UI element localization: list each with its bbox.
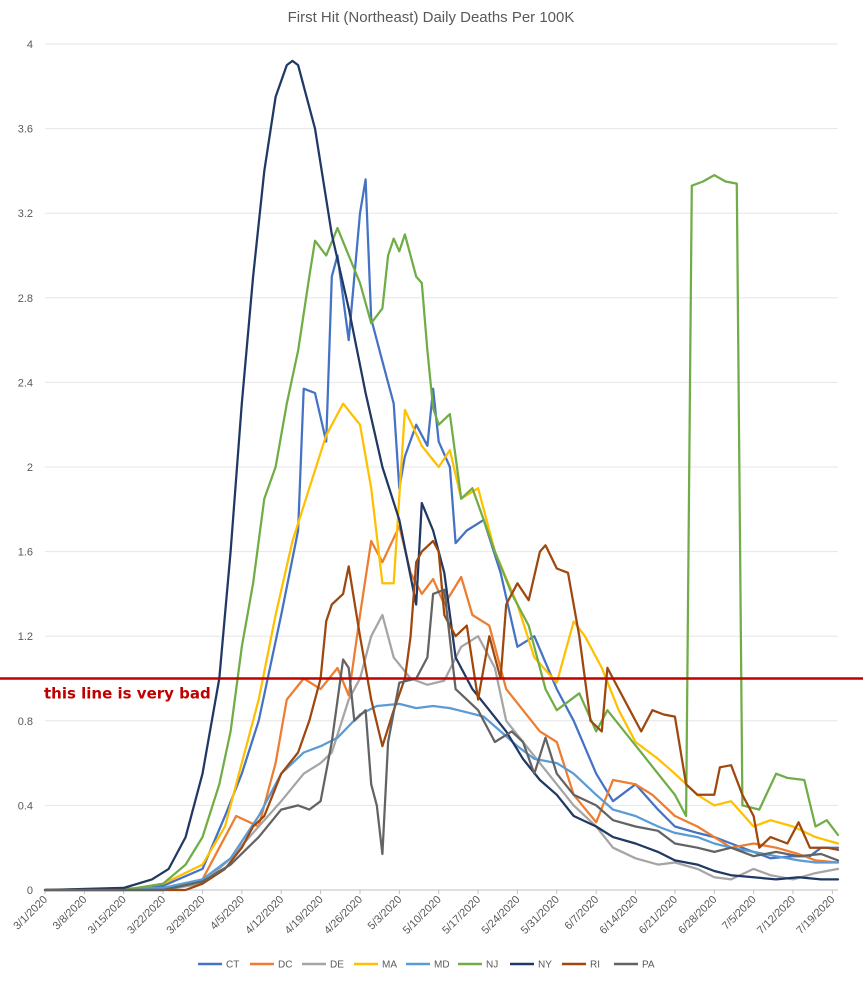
x-tick-label: 6/14/2020	[598, 894, 641, 937]
y-tick-label: 1.2	[18, 631, 33, 643]
y-tick-label: 3.2	[18, 208, 33, 220]
x-tick-label: 5/24/2020	[479, 894, 522, 937]
x-tick-label: 7/19/2020	[794, 894, 837, 937]
legend-label: MD	[434, 960, 450, 971]
y-tick-label: 2	[27, 462, 33, 474]
x-tick-label: 6/7/2020	[563, 894, 602, 933]
x-tick-label: 4/19/2020	[283, 894, 326, 937]
gridlines	[45, 43, 838, 891]
legend-label: MA	[382, 960, 397, 971]
series-line-ct	[43, 178, 840, 892]
x-tick-label: 6/28/2020	[676, 894, 719, 937]
x-tick-label: 7/12/2020	[755, 894, 798, 937]
y-tick-label: 2.4	[18, 377, 33, 389]
reference-line-group: this line is very bad	[0, 677, 863, 703]
legend: CT DC DE MA MD NJ NY RI PA	[198, 960, 655, 971]
y-tick-label: 0.4	[18, 800, 33, 812]
legend-label: NJ	[486, 960, 498, 971]
series-line-dc	[43, 525, 840, 892]
x-tick-label: 6/21/2020	[637, 894, 680, 937]
series-line-ny	[43, 59, 840, 892]
x-tick-label: 3/29/2020	[165, 894, 208, 937]
y-tick-label: 4	[27, 39, 33, 51]
x-axis-ticks: 3/1/2020 3/8/20203/15/20203/22/20203/29/2…	[11, 890, 837, 937]
series-line-de	[43, 613, 840, 892]
x-tick-label: 5/3/2020	[366, 894, 405, 933]
chart-title: First Hit (Northeast) Daily Deaths Per 1…	[288, 9, 575, 26]
y-tick-label: 2.8	[18, 293, 33, 305]
series-line-ma	[43, 402, 840, 892]
series-lines	[43, 59, 840, 892]
x-tick-label: 5/10/2020	[401, 894, 444, 937]
reference-line-label: this line is very bad	[44, 685, 211, 703]
legend-label: DC	[278, 960, 292, 971]
x-tick-label: 4/12/2020	[243, 894, 286, 937]
x-tick-label: 3/22/2020	[125, 894, 168, 937]
x-tick-label: 7/5/2020	[720, 894, 759, 933]
y-tick-label: 3.6	[18, 124, 33, 136]
x-tick-label: 3/15/2020	[86, 894, 129, 937]
series-line-md	[43, 702, 840, 892]
x-tick-label: 3/8/2020	[51, 894, 90, 933]
legend-label: RI	[590, 960, 600, 971]
x-tick-label: 5/31/2020	[519, 894, 562, 937]
x-tick-label: 3/1/2020	[11, 894, 50, 933]
x-tick-label: 5/17/2020	[440, 894, 483, 937]
legend-label: PA	[642, 960, 655, 971]
x-tick-label: 4/26/2020	[322, 894, 365, 937]
x-tick-label: 4/5/2020	[208, 894, 247, 933]
y-tick-label: 1.6	[18, 547, 33, 559]
legend-label: NY	[538, 960, 552, 971]
series-line-ri	[43, 539, 840, 892]
series-line-nj	[43, 173, 840, 892]
series-line-pa	[43, 588, 840, 892]
legend-label: CT	[226, 960, 239, 971]
y-tick-label: 0.8	[18, 716, 33, 728]
y-tick-label: 0	[27, 885, 33, 897]
legend-label: DE	[330, 960, 344, 971]
y-axis-ticks: 0 0.4 0.8 1.2 1.6 2 2.4 2.8 3.2 3.6 4	[18, 39, 33, 897]
